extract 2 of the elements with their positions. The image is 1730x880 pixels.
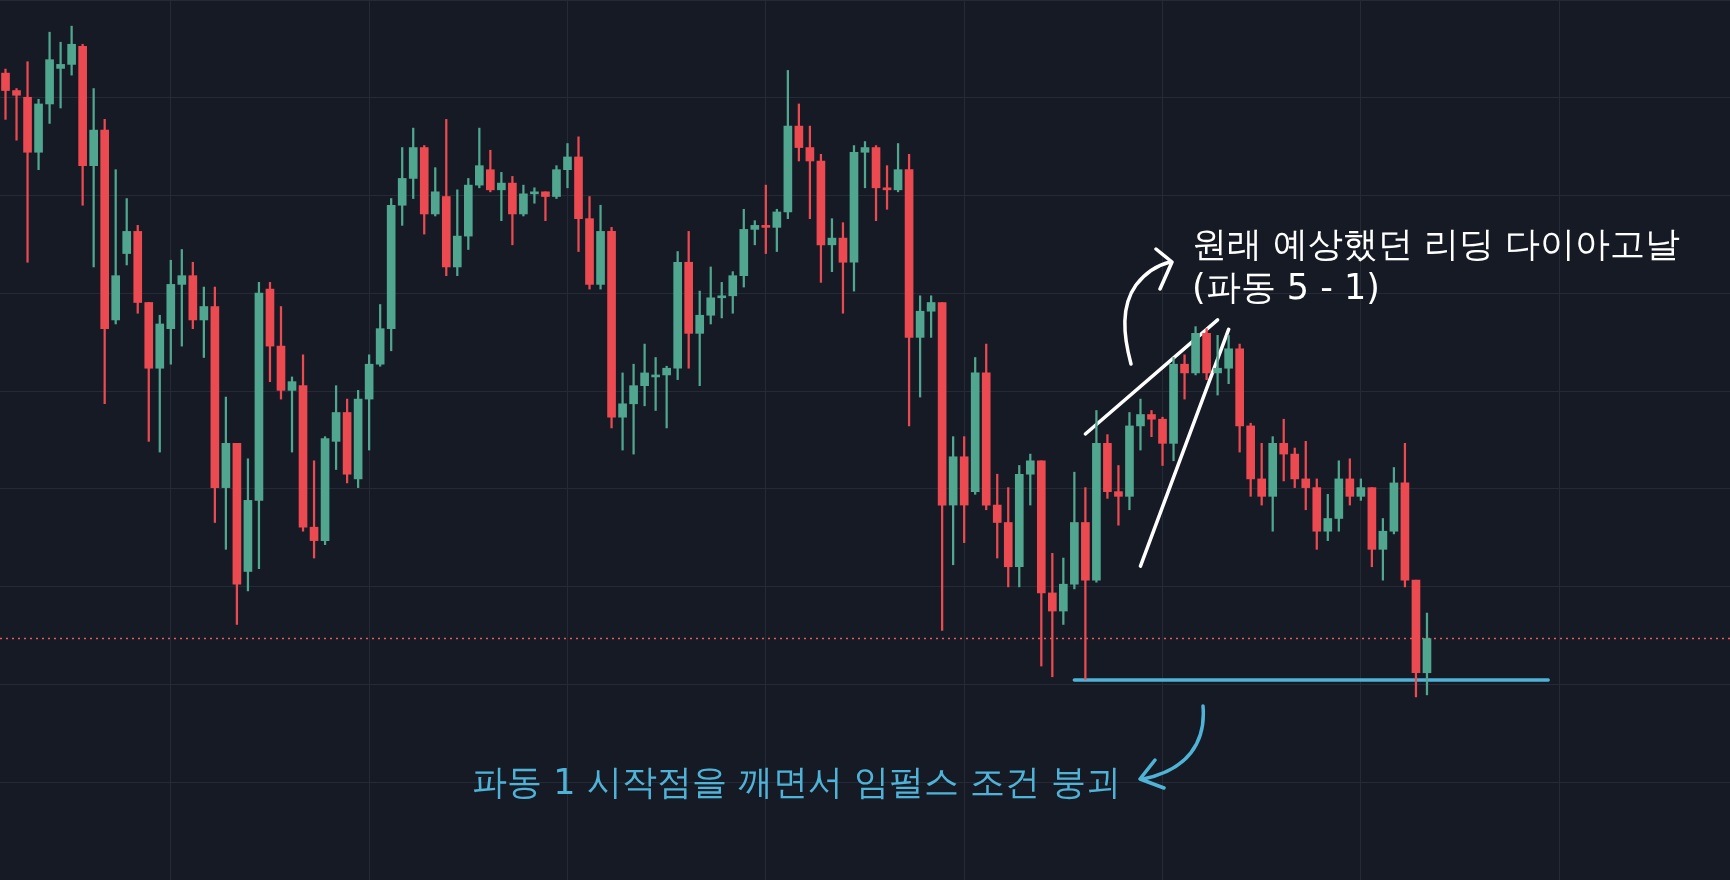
text: 파동 1 시작점을 깨면서 임펄스 조건 붕괴: [472, 762, 1122, 803]
annotation: 원래 예상했던 리딩 다이아고날 (파동 5 - 1): [1192, 224, 1681, 308]
